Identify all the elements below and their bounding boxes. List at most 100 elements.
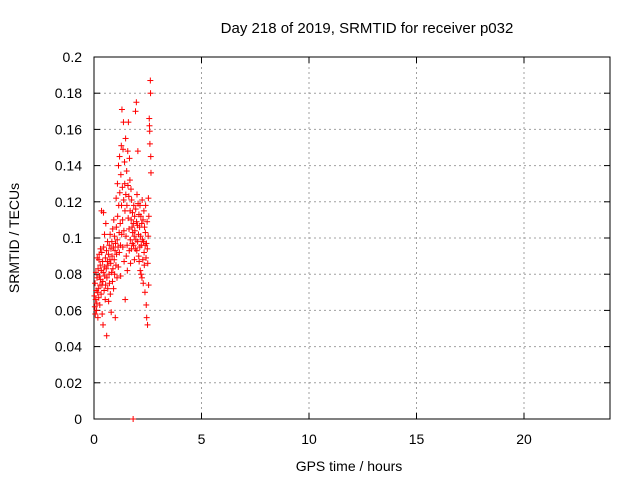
data-point bbox=[141, 249, 148, 256]
data-point bbox=[138, 271, 145, 278]
x-tick-label: 5 bbox=[198, 431, 206, 447]
data-point bbox=[145, 195, 152, 202]
data-point bbox=[141, 262, 148, 269]
data-point bbox=[121, 180, 128, 187]
plot-frame bbox=[93, 56, 611, 420]
data-point bbox=[116, 189, 123, 196]
chart-title: Day 218 of 2019, SRMTID for receiver p03… bbox=[221, 20, 514, 37]
data-point bbox=[139, 196, 146, 203]
data-point bbox=[136, 258, 143, 265]
data-point bbox=[122, 135, 129, 142]
data-point bbox=[117, 273, 124, 280]
data-point bbox=[111, 271, 118, 278]
y-tick-label: 0.16 bbox=[55, 121, 82, 137]
data-point bbox=[131, 256, 138, 263]
data-point bbox=[144, 245, 151, 252]
data-point bbox=[92, 311, 99, 318]
data-point bbox=[96, 273, 103, 280]
data-point bbox=[92, 269, 99, 276]
data-point bbox=[112, 314, 119, 321]
data-point bbox=[115, 162, 122, 169]
x-tick-label: 15 bbox=[409, 431, 425, 447]
data-point bbox=[113, 195, 120, 202]
data-point bbox=[121, 258, 128, 265]
data-point bbox=[108, 309, 115, 316]
data-point bbox=[105, 298, 112, 305]
y-tick-label: 0.04 bbox=[55, 339, 82, 355]
data-point bbox=[141, 289, 148, 296]
data-point bbox=[137, 233, 144, 240]
data-point bbox=[110, 285, 117, 292]
data-point bbox=[131, 233, 138, 240]
data-point bbox=[137, 202, 144, 209]
data-point bbox=[129, 209, 136, 216]
data-point bbox=[123, 233, 130, 240]
data-point bbox=[103, 274, 110, 281]
x-tick-labels: 0 5 10 15 20 bbox=[90, 431, 532, 447]
data-point bbox=[95, 265, 102, 272]
data-point bbox=[130, 416, 137, 422]
data-point bbox=[138, 274, 145, 281]
data-point bbox=[117, 220, 124, 227]
data-point bbox=[103, 332, 110, 339]
data-point bbox=[134, 191, 140, 198]
data-point bbox=[112, 247, 119, 254]
data-point bbox=[124, 148, 131, 155]
data-point bbox=[122, 296, 129, 303]
data-point bbox=[127, 260, 134, 267]
data-point bbox=[97, 262, 104, 269]
data-point bbox=[103, 247, 110, 254]
data-point bbox=[123, 253, 130, 260]
data-point bbox=[142, 202, 149, 209]
data-point bbox=[146, 128, 153, 135]
data-points bbox=[91, 77, 154, 422]
y-tick-label: 0.2 bbox=[63, 49, 83, 65]
data-point bbox=[102, 254, 109, 261]
data-point bbox=[114, 236, 121, 243]
data-point bbox=[135, 253, 142, 260]
data-point bbox=[111, 256, 118, 263]
data-point bbox=[112, 240, 119, 247]
data-point bbox=[132, 108, 139, 115]
data-point bbox=[92, 280, 99, 287]
data-point bbox=[121, 207, 128, 214]
y-tick-label: 0.06 bbox=[55, 302, 82, 318]
data-point bbox=[138, 220, 145, 227]
data-point bbox=[111, 233, 118, 240]
x-axis-label: GPS time / hours bbox=[296, 458, 403, 474]
data-point bbox=[125, 193, 132, 200]
data-point bbox=[118, 202, 125, 209]
data-point bbox=[134, 148, 141, 155]
data-point bbox=[94, 289, 101, 296]
data-point bbox=[115, 263, 122, 270]
data-point bbox=[146, 122, 153, 129]
data-point bbox=[144, 218, 151, 225]
data-point bbox=[104, 285, 111, 292]
data-point bbox=[120, 146, 127, 153]
data-point bbox=[93, 300, 100, 307]
data-point bbox=[102, 282, 109, 289]
y-tick-label: 0.02 bbox=[55, 375, 82, 391]
data-point bbox=[130, 220, 137, 227]
data-point bbox=[140, 280, 147, 287]
data-point bbox=[98, 291, 105, 298]
data-point bbox=[123, 202, 130, 209]
data-point bbox=[134, 238, 141, 245]
data-point bbox=[91, 292, 98, 299]
y-tick-label: 0.14 bbox=[55, 158, 82, 174]
y-tick-label: 0.12 bbox=[55, 194, 82, 210]
data-point bbox=[143, 301, 150, 308]
data-point bbox=[132, 206, 139, 213]
data-point bbox=[95, 285, 102, 292]
data-point bbox=[91, 303, 98, 310]
x-tick-label: 10 bbox=[301, 431, 317, 447]
data-point bbox=[92, 296, 99, 303]
data-point bbox=[107, 260, 114, 267]
x-tick-label: 20 bbox=[516, 431, 532, 447]
data-point bbox=[123, 168, 130, 175]
data-point bbox=[147, 77, 154, 84]
data-point bbox=[124, 182, 131, 189]
data-point bbox=[137, 267, 144, 274]
y-axis-label: SRMTID / TECUs bbox=[6, 183, 22, 293]
